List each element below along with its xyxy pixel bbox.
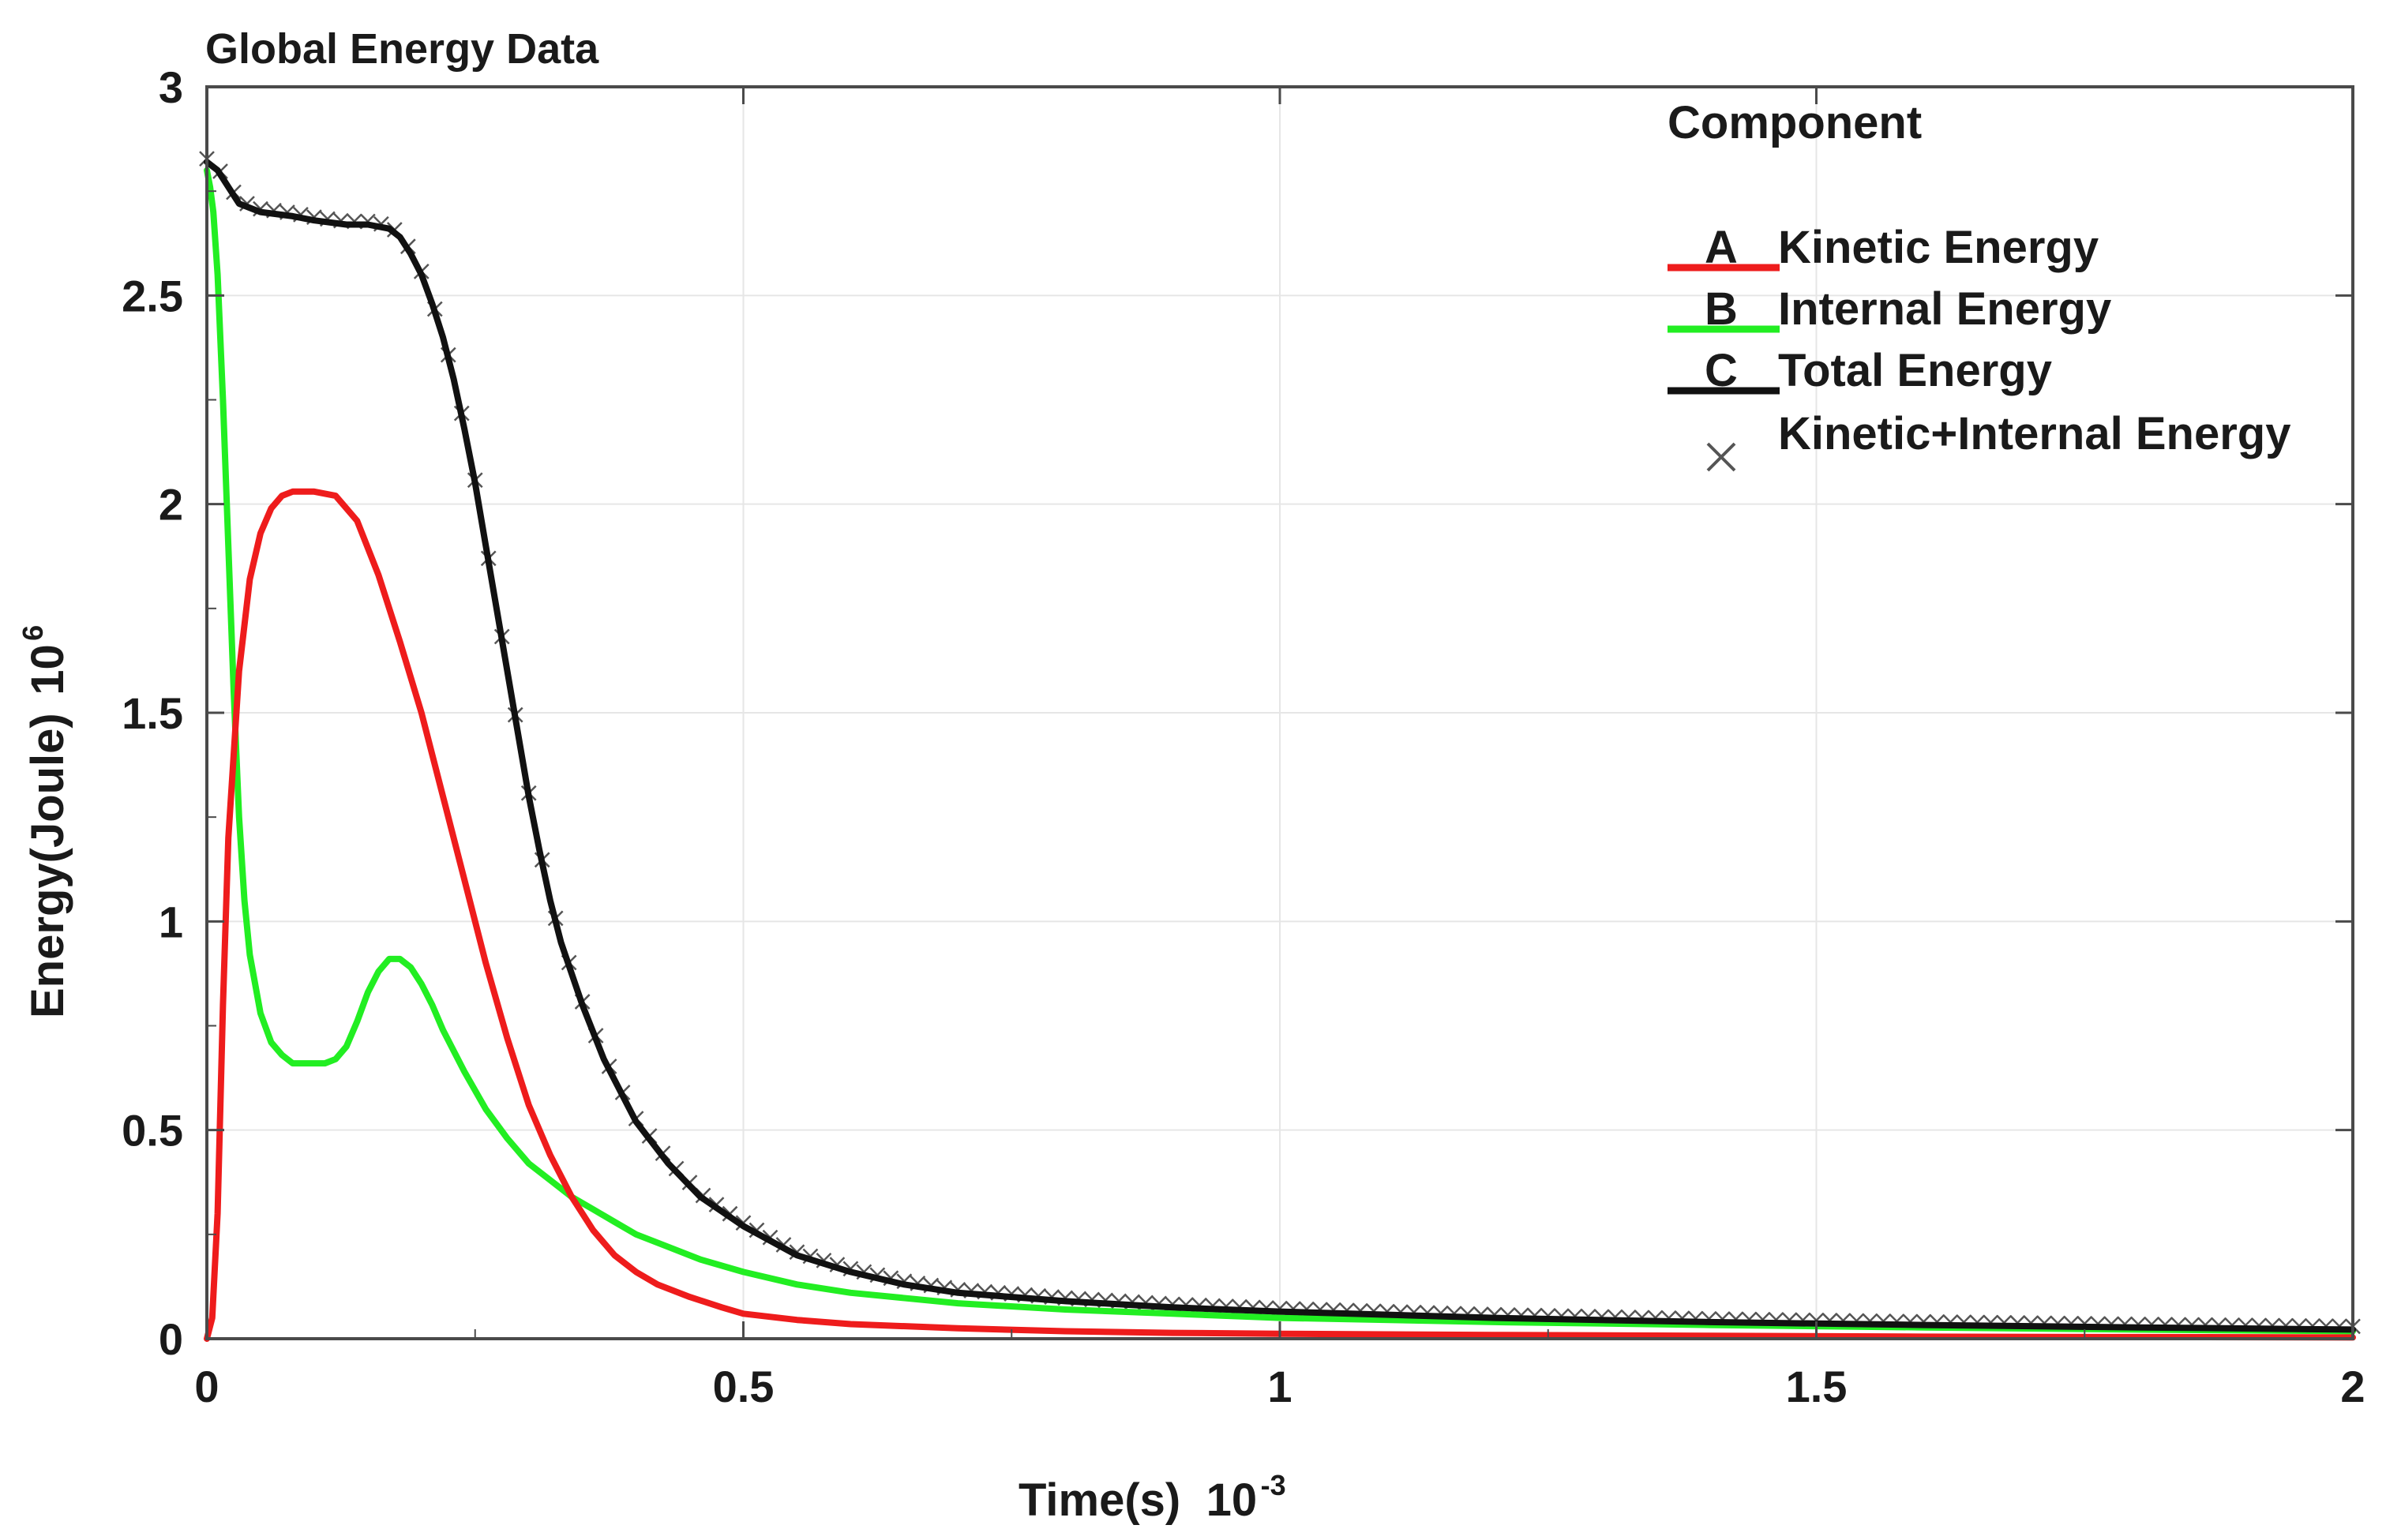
legend-label: Internal Energy (1778, 283, 2111, 335)
ticks: 0 0.5 1 1.5 2 2.5 3 0 0.5 1 1.5 2 (122, 62, 2365, 1411)
series-layer (199, 151, 2361, 1342)
series-line-kinetic-energy (204, 488, 2356, 1342)
x-axis-label: Time(s) 10 -3 (1019, 1469, 1286, 1526)
y-axis-scale-base: 10 (22, 644, 73, 695)
y-tick-label: 0 (159, 1314, 183, 1364)
legend-title: Component (1668, 97, 1922, 148)
x-axis-scale-base: 10 (1206, 1474, 1258, 1526)
x-tick-label: 1 (1267, 1362, 1292, 1411)
legend-key: A (1705, 222, 1738, 273)
legend-swatch-x-marker (1706, 442, 1736, 472)
legend-entry: C Total Energy (1668, 345, 2052, 396)
legend-entry: B Internal Energy (1668, 283, 2111, 335)
legend: Component A Kinetic Energy B Internal Energ… (1668, 97, 2290, 472)
legend-entries: A Kinetic Energy B Internal Energy C Total En… (1668, 222, 2290, 472)
x-tick-label: 2 (2340, 1362, 2365, 1411)
y-tick-label: 1 (159, 897, 183, 946)
series-line-total-energy (204, 159, 2356, 1333)
legend-entry: A Kinetic Energy (1668, 222, 2099, 273)
legend-key: C (1705, 345, 1738, 396)
x-tick-label: 0.5 (713, 1362, 775, 1411)
y-axis-scale-exponent: 6 (17, 625, 49, 641)
x-tick-label: 1.5 (1786, 1362, 1848, 1411)
x-axis-scale-exponent: -3 (1261, 1469, 1286, 1501)
chart-title: Global Energy Data (205, 25, 599, 73)
y-tick-label: 0.5 (122, 1106, 183, 1156)
y-tick-label: 3 (159, 62, 183, 112)
legend-label: Kinetic+Internal Energy (1778, 408, 2290, 459)
y-tick-label: 1.5 (122, 688, 183, 738)
y-axis-label-text: Energy(Joule) (22, 713, 73, 1018)
x-axis-label-text: Time(s) (1019, 1474, 1180, 1526)
x-tick-label: 0 (194, 1362, 219, 1411)
legend-entry: Kinetic+Internal Energy (1706, 408, 2290, 472)
legend-label: Kinetic Energy (1778, 222, 2099, 273)
y-axis-label: Energy(Joule) 10 6 (17, 625, 73, 1018)
y-tick-label: 2.5 (122, 271, 183, 320)
series-line-internal-energy (204, 167, 2356, 1335)
legend-label: Total Energy (1778, 345, 2052, 396)
y-tick-label: 2 (159, 480, 183, 530)
legend-key: B (1705, 283, 1738, 335)
